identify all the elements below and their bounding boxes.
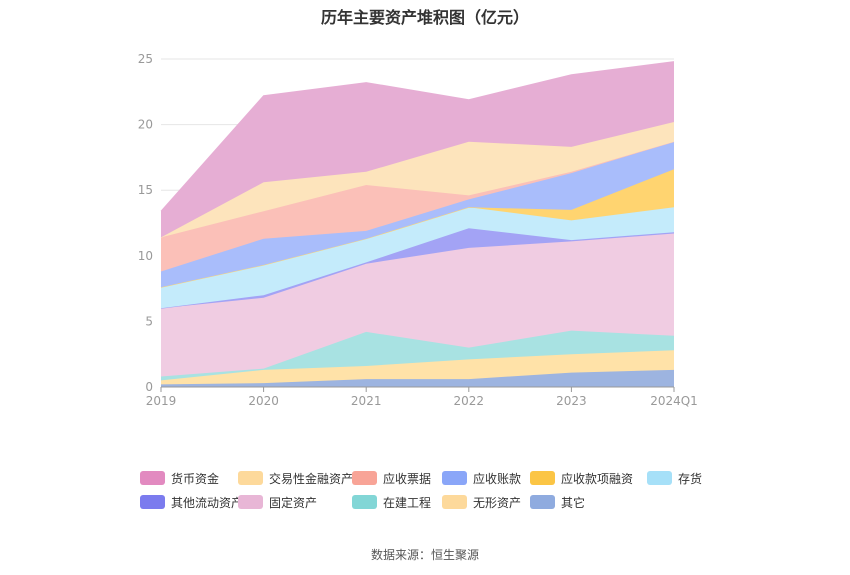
area-edge-11 [160, 61, 675, 212]
legend-item[interactable]: 应收账款 [442, 470, 521, 486]
legend-label: 在建工程 [383, 495, 432, 510]
legend-item[interactable]: 存货 [647, 470, 702, 486]
legend-label: 存货 [678, 471, 703, 486]
area-series-9 [161, 141, 674, 272]
area-layer [160, 61, 675, 387]
legend-item[interactable]: 应收票据 [352, 470, 431, 486]
x-tick-label: 2023 [556, 394, 587, 408]
legend-label: 其他流动资产 [171, 495, 244, 510]
y-tick-label: 5 [145, 314, 153, 328]
y-tick-label: 25 [138, 52, 153, 66]
y-tick-label: 20 [138, 118, 153, 132]
legend-item[interactable]: 其他流动资产 [140, 494, 243, 510]
chart-plot: 0 5 10 15 20 25 2019 2020 2021 2022 2023 2024Q1 [138, 52, 698, 408]
area-series-4 [161, 233, 674, 377]
x-tick-label: 2021 [351, 394, 382, 408]
legend-swatch [140, 495, 165, 509]
y-tick-label: 10 [138, 249, 153, 263]
legend-swatch [442, 495, 467, 509]
legend-label: 货币资金 [171, 471, 220, 486]
x-tick-label: 2020 [248, 394, 279, 408]
chart-title: 历年主要资产堆积图（亿元） [320, 8, 529, 27]
area-series-11 [161, 61, 674, 238]
legend-swatch [647, 471, 672, 485]
legend-swatch [442, 471, 467, 485]
x-tick-label: 2024Q1 [650, 394, 698, 408]
legend-swatch [352, 471, 377, 485]
area-series-5 [161, 228, 674, 309]
x-tick-label: 2022 [454, 394, 485, 408]
legend-label: 应收款项融资 [561, 471, 634, 486]
area-series-1 [161, 369, 674, 387]
legend-swatch [530, 471, 555, 485]
source-note: 数据来源：恒生聚源 [370, 548, 479, 562]
legend-item[interactable]: 无形资产 [442, 494, 521, 510]
legend-swatch [238, 495, 263, 509]
legend-swatch [140, 471, 165, 485]
legend-swatch [530, 495, 555, 509]
x-tick-label: 2019 [146, 394, 177, 408]
legend-swatch [352, 495, 377, 509]
legend-swatch [238, 471, 263, 485]
legend-item[interactable]: 其它 [530, 494, 585, 510]
axis-layer: 0 5 10 15 20 25 2019 2020 2021 2022 2023 2024Q1 [138, 52, 698, 408]
legend-item[interactable]: 交易性金融资产 [238, 470, 353, 486]
legend-label: 固定资产 [269, 495, 318, 510]
y-tick-label: 15 [138, 183, 153, 197]
area-series-2 [161, 350, 674, 385]
area-series-6 [161, 207, 674, 309]
legend-label: 交易性金融资产 [269, 471, 354, 486]
legend-label: 应收票据 [383, 471, 432, 486]
legend-label: 无形资产 [473, 495, 522, 510]
legend-item[interactable]: 货币资金 [140, 470, 219, 486]
area-series-8 [161, 141, 674, 288]
area-series-10 [161, 122, 674, 238]
y-tick-label: 0 [145, 380, 153, 394]
legend-label: 应收账款 [473, 471, 522, 486]
legend-item[interactable]: 在建工程 [352, 494, 431, 510]
area-series-3 [161, 330, 674, 381]
legend-label: 其它 [561, 495, 586, 510]
legend-item[interactable]: 应收款项融资 [530, 470, 633, 486]
legend-item[interactable]: 固定资产 [238, 494, 317, 510]
